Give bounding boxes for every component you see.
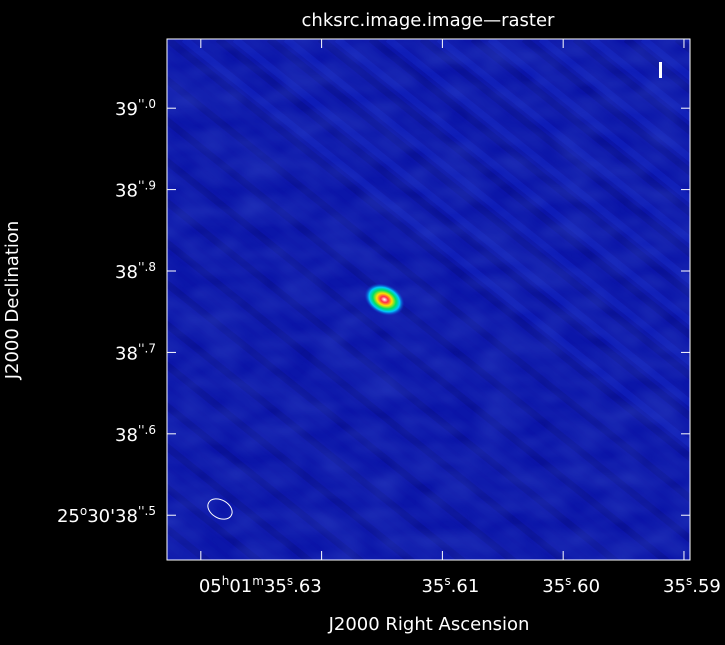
- plot-frame: [166, 38, 691, 561]
- y-tick-label: 25o30'38''.5: [57, 504, 156, 527]
- y-tick-label: 38''.6: [115, 423, 156, 446]
- x-tick-label: 35s.59: [663, 574, 721, 597]
- raster-image: [167, 39, 725, 599]
- x-tick-label: 35s.60: [542, 574, 600, 597]
- polarization-marker: [659, 62, 662, 78]
- sidelobe-stripe: [711, 39, 725, 599]
- axis-ticks: [167, 39, 690, 560]
- y-axis-label: J2000 Declination: [2, 221, 23, 381]
- y-tick-label: 39''.0: [115, 97, 156, 120]
- sidelobe-stripe: [694, 39, 725, 599]
- y-tick-label: 38''.9: [115, 179, 156, 202]
- y-tick-label: 38''.7: [115, 341, 156, 364]
- x-tick-label: 35s.61: [421, 574, 479, 597]
- chart-title: chksrc.image.image—raster: [302, 10, 556, 31]
- x-axis-label: J2000 Right Ascension: [328, 614, 530, 635]
- y-tick-label: 38''.8: [115, 260, 156, 283]
- y-tick-labels: 25o30'38''.5 38''.6 38''.7 38''.8 38''.9 39''…: [57, 97, 156, 527]
- x-tick-labels: 05h01m35s.63 35s.61 35s.60 35s.59: [199, 574, 721, 597]
- x-tick-label: 05h01m35s.63: [199, 574, 322, 597]
- source-peak: [364, 283, 405, 316]
- beam-ellipse: [207, 498, 233, 520]
- raster-noise: [167, 39, 690, 560]
